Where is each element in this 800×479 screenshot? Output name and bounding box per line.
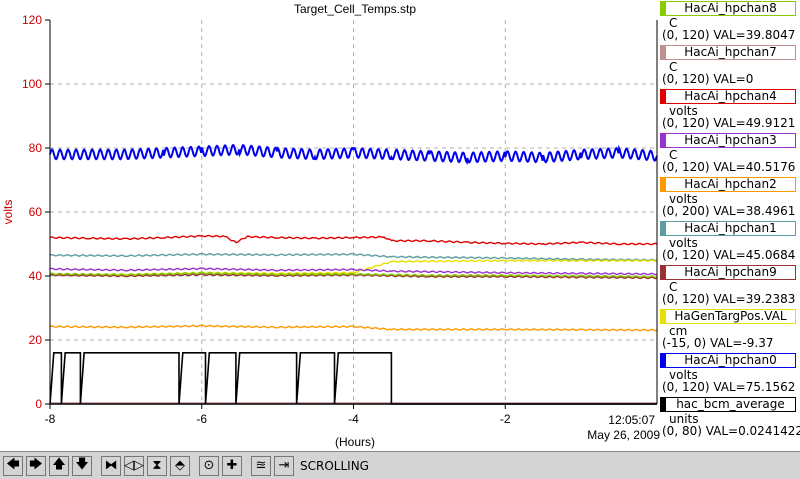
toolbar: 🡄 🡆 🡅 🡇 ⧓ ◁▷ ⧗ ⬘ ⊙ ✚ ≊ ⇥ SCROLLING bbox=[0, 451, 800, 479]
legend-unit: volts bbox=[669, 104, 698, 118]
legend-unit: C bbox=[669, 280, 678, 294]
y-tick-label: 100 bbox=[22, 77, 42, 91]
zoom-out-x-icon: ◁▷ bbox=[124, 458, 144, 473]
legend-range-value: (0, 120) VAL=75.1562 bbox=[662, 380, 796, 394]
add-button[interactable]: ✚ bbox=[222, 455, 242, 476]
x-tick-label: -6 bbox=[196, 412, 207, 426]
y-tick-label: 120 bbox=[22, 13, 42, 27]
scroll-left-button[interactable]: 🡄 bbox=[3, 455, 23, 476]
legend-range-value: (-15, 0) VAL=-9.37 bbox=[662, 336, 774, 350]
legend-range-value: (0, 120) VAL=0 bbox=[662, 72, 754, 86]
arrow-down-icon: 🡇 bbox=[75, 456, 89, 472]
legend-range-value: (0, 80) VAL=0.0241422 bbox=[662, 424, 800, 438]
legend-unit: volts bbox=[669, 192, 698, 206]
y-tick-label: 20 bbox=[29, 333, 43, 347]
scroll-down-button[interactable]: 🡇 bbox=[72, 455, 92, 476]
legend-range-value: (0, 120) VAL=39.2383 bbox=[662, 292, 796, 306]
series-line-hacai-hpchan9 bbox=[49, 273, 658, 280]
legend-unit: C bbox=[669, 148, 678, 162]
legend: HacAi_hpchan8 C (0, 120) VAL=39.8047 HacAi_… bbox=[660, 0, 800, 451]
legend-item-hacai-hpchan3[interactable]: HacAi_hpchan3 bbox=[660, 133, 796, 148]
legend-unit: volts bbox=[669, 368, 698, 382]
add-icon: ✚ bbox=[226, 458, 238, 473]
series-layer bbox=[49, 143, 658, 405]
timestamp-time: 12:05:07 bbox=[608, 413, 655, 427]
y-tick-label: 80 bbox=[29, 141, 43, 155]
scroll-mode-icon: ⇥ bbox=[278, 458, 290, 473]
legend-range-value: (0, 120) VAL=45.0684 bbox=[662, 248, 796, 262]
series-line-hacai-hpchan2 bbox=[49, 324, 658, 332]
scroll-mode-button[interactable]: ⇥ bbox=[274, 455, 294, 476]
legend-item-hacai-hpchan8[interactable]: HacAi_hpchan8 bbox=[660, 1, 796, 16]
series-line-hacai-hpchan4 bbox=[49, 234, 658, 246]
legend-unit: units bbox=[669, 412, 699, 426]
legend-item-hagentargpos-val[interactable]: HaGenTargPos.VAL bbox=[660, 309, 796, 324]
legend-unit: C bbox=[669, 60, 678, 74]
axes: 0 20 40 60 80 100 120 -8 -6 -4 -2 bbox=[22, 13, 658, 426]
auto-scale-icon: ≊ bbox=[255, 458, 267, 473]
x-tick-label: -2 bbox=[500, 412, 511, 426]
legend-unit: volts bbox=[669, 236, 698, 250]
legend-unit: C bbox=[669, 16, 678, 30]
legend-item-hacai-hpchan1[interactable]: HacAi_hpchan1 bbox=[660, 221, 796, 236]
status-label: SCROLLING bbox=[300, 458, 369, 473]
legend-range-value: (0, 200) VAL=38.4961 bbox=[662, 204, 796, 218]
x-tick-label: -8 bbox=[45, 412, 56, 426]
legend-range-value: (0, 120) VAL=40.5176 bbox=[662, 160, 796, 174]
legend-range-value: (0, 120) VAL=49.9121 bbox=[662, 116, 796, 130]
arrow-right-icon: 🡆 bbox=[29, 456, 43, 472]
zoom-in-y-icon: ⧗ bbox=[152, 458, 162, 473]
y-tick-label: 0 bbox=[35, 397, 42, 411]
auto-scale-button[interactable]: ≊ bbox=[251, 455, 271, 476]
x-tick-label: -4 bbox=[348, 412, 359, 426]
legend-unit: cm bbox=[669, 324, 688, 338]
zoom-out-x-button[interactable]: ◁▷ bbox=[124, 455, 144, 476]
series-line-hacai-hpchan3 bbox=[49, 267, 658, 276]
legend-item-hacai-hpchan2[interactable]: HacAi_hpchan2 bbox=[660, 177, 796, 192]
zoom-out-y-icon: ⬘ bbox=[175, 458, 185, 473]
x-axis-label: (Hours) bbox=[335, 435, 375, 449]
scroll-up-button[interactable]: 🡅 bbox=[49, 455, 69, 476]
arrow-up-icon: 🡅 bbox=[52, 456, 66, 472]
y-tick-label: 40 bbox=[29, 269, 43, 283]
strip-chart[interactable]: 0 20 40 60 80 100 120 -8 -6 -4 -2 Target_Cell_Temp… bbox=[0, 0, 660, 451]
series-line-hacai-hpchan1 bbox=[49, 252, 658, 262]
legend-item-hacai-hpchan9[interactable]: HacAi_hpchan9 bbox=[660, 265, 796, 280]
series-line-hacai-hpchan8 bbox=[49, 271, 658, 279]
zoom-out-y-button[interactable]: ⬘ bbox=[170, 455, 190, 476]
legend-item-hacai-hpchan7[interactable]: HacAi_hpchan7 bbox=[660, 45, 796, 60]
series-line-hacai-hpchan0 bbox=[49, 143, 658, 166]
scroll-right-button[interactable]: 🡆 bbox=[26, 455, 46, 476]
zoom-in-x-button[interactable]: ⧓ bbox=[101, 455, 121, 476]
y-axis-label: volts bbox=[1, 200, 15, 225]
y-tick-label: 60 bbox=[29, 205, 43, 219]
zoom-in-x-icon: ⧓ bbox=[104, 458, 118, 473]
legend-item-hacai-hpchan4[interactable]: HacAi_hpchan4 bbox=[660, 89, 796, 104]
chart-title: Target_Cell_Temps.stp bbox=[294, 2, 416, 16]
arrow-left-icon: 🡄 bbox=[6, 456, 20, 472]
reset-icon: ⊙ bbox=[203, 458, 215, 473]
legend-range-value: (0, 120) VAL=39.8047 bbox=[662, 28, 796, 42]
reset-button[interactable]: ⊙ bbox=[199, 455, 219, 476]
zoom-in-y-button[interactable]: ⧗ bbox=[147, 455, 167, 476]
legend-item-hacai-hpchan0[interactable]: HacAi_hpchan0 bbox=[660, 353, 796, 368]
legend-item-hac-bcm-average[interactable]: hac_bcm_average bbox=[660, 397, 796, 412]
timestamp-date: May 26, 2009 bbox=[587, 428, 660, 442]
